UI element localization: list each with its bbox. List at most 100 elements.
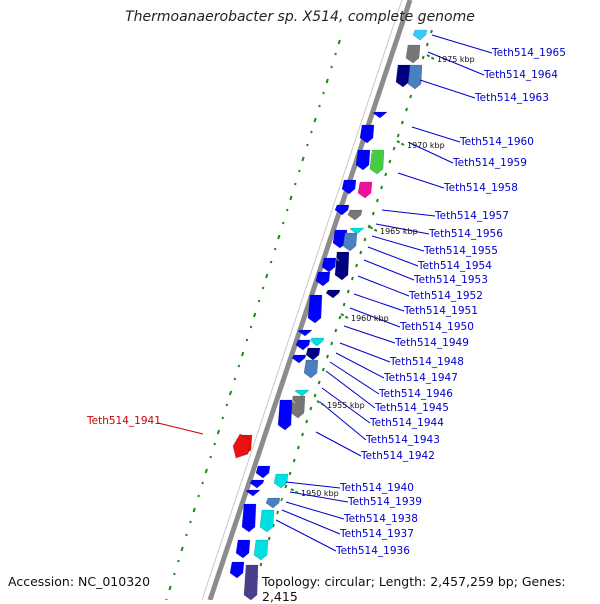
highlighted-gene-arrow[interactable] [232,433,251,459]
callout-leader [325,370,376,409]
gene-label[interactable]: Teth514_1937 [339,528,414,540]
gene-label[interactable]: Teth514_1938 [343,513,418,525]
gene-arrow[interactable] [347,209,363,221]
gene-label[interactable]: Teth514_1957 [434,210,509,222]
gene-label[interactable]: Teth514_1963 [474,92,549,104]
gene-label[interactable]: Teth514_1955 [423,245,498,257]
gene-arrow[interactable] [273,473,289,489]
gene-arrow[interactable] [325,289,341,299]
genome-backbone-inner [201,0,403,600]
callout-leader [353,293,405,312]
gene-arrow[interactable] [291,354,307,364]
gene-label[interactable]: Teth514_1946 [378,388,453,400]
gene-label[interactable]: Teth514_1947 [383,372,458,384]
ruler-dot [281,221,285,225]
kbp-tick-label: 1960 kbp [351,314,389,323]
gene-arrow-shade [339,289,344,294]
gene-label[interactable]: Teth514_1959 [452,157,527,169]
gene-arrow[interactable] [342,232,358,252]
gene-arrow[interactable] [303,359,319,379]
gene-label[interactable]: Teth514_1942 [360,450,435,462]
gene-label[interactable]: Teth514_1936 [335,545,410,557]
callout-leader [357,275,410,297]
gene-label[interactable]: Teth514_1964 [483,69,558,81]
gene-arrow[interactable] [355,149,371,171]
gene-label[interactable]: Teth514_1965 [491,47,566,59]
gene-arrow[interactable] [372,111,388,119]
gene-arrow-shade [311,329,316,334]
gene-arrow[interactable] [412,29,428,41]
highlighted-gene-label[interactable]: Teth514_1941 [86,415,161,427]
gene-arrow[interactable] [334,251,350,281]
gene-arrow[interactable] [277,399,293,431]
kbp-tick-label: 1975 kbp [437,55,475,64]
gene-arrow[interactable] [229,561,245,579]
gene-arrow-shade [319,347,324,352]
gene-arrow[interactable] [307,294,323,324]
gene-arrow[interactable] [341,179,357,195]
ruler-dot [325,78,329,84]
gene-arrow-shade [369,149,374,154]
gene-arrow[interactable] [290,395,306,419]
gene-label[interactable]: Teth514_1948 [389,356,464,368]
gene-arrow[interactable] [405,44,421,64]
gene-arrow[interactable] [255,465,271,479]
ruler-dot [265,273,269,279]
callout-leader [363,259,415,281]
ruler-dot [261,286,265,290]
ruler-dot [292,458,296,463]
gene-arrow[interactable] [294,389,310,397]
gene-arrow[interactable] [235,539,251,559]
gene-label[interactable]: Teth514_1950 [399,321,474,333]
gene-arrow[interactable] [407,64,423,90]
ruler-dot [273,247,277,251]
gene-arrow-shade [287,473,292,478]
gene-label[interactable]: Teth514_1945 [374,402,449,414]
gene-arrow[interactable] [265,497,281,509]
ruler-dot [259,562,263,567]
gene-label[interactable]: Teth514_1943 [365,434,440,446]
gene-arrow[interactable] [295,339,311,351]
ruler-dot [405,107,408,112]
ruler-dot [409,94,413,99]
gene-label[interactable]: Teth514_1960 [459,136,534,148]
gene-label[interactable]: Teth514_1956 [428,228,503,240]
gene-arrow-shade [259,489,264,494]
gene-arrow[interactable] [253,539,269,561]
gene-label[interactable]: Teth514_1958 [443,182,518,194]
ruler-dot [351,276,354,281]
ruler-dot [271,523,275,528]
gene-arrow[interactable] [297,329,313,337]
gene-arrow[interactable] [259,509,275,533]
kbp-tick-label: 1950 kbp [301,489,339,498]
gene-label[interactable]: Teth514_1939 [347,496,422,508]
gene-label[interactable]: Teth514_1944 [369,417,444,429]
gene-arrow[interactable] [334,204,350,216]
gene-arrow[interactable] [305,347,321,361]
gene-arrow[interactable] [315,271,331,287]
callout-leader [375,223,430,235]
gene-arrow[interactable] [241,503,257,533]
gene-arrow[interactable] [395,64,411,88]
ruler-dot [177,559,180,563]
gene-arrow[interactable] [369,149,385,175]
gene-arrow[interactable] [245,489,261,497]
gene-arrow[interactable] [349,227,365,235]
callout-leader [285,501,345,520]
gene-label[interactable]: Teth514_1953 [413,274,488,286]
gene-arrow[interactable] [359,124,375,144]
gene-label[interactable]: Teth514_1949 [394,337,469,349]
gene-label[interactable]: Teth514_1952 [408,290,483,302]
gene-arrow[interactable] [249,479,265,489]
kbp-tick-mark [290,488,299,494]
gene-arrow-shade [383,149,388,154]
ruler-dot [346,289,350,294]
gene-arrow-shade [267,539,272,544]
gene-arrow[interactable] [321,257,337,273]
gene-arrow[interactable] [357,181,373,199]
gene-label[interactable]: Teth514_1940 [339,482,414,494]
gene-arrow-shade [279,497,284,502]
gene-label[interactable]: Teth514_1951 [403,305,478,317]
gene-label[interactable]: Teth514_1954 [417,260,492,272]
gene-arrow[interactable] [243,564,259,600]
